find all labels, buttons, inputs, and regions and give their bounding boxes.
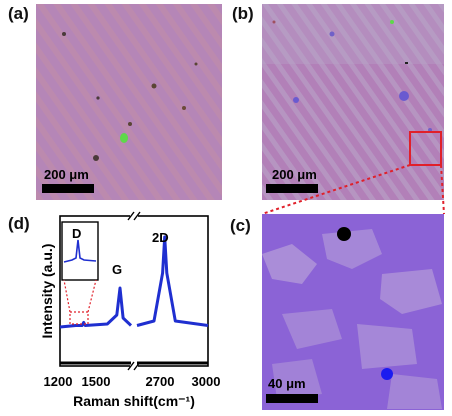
micrograph-c-image (262, 214, 444, 410)
scale-text-c: 40 μm (268, 376, 306, 391)
black-marker-dot (337, 227, 351, 241)
panel-label-c: (c) (230, 216, 251, 235)
zoom-region-box (409, 131, 442, 166)
micrograph-b: 200 μm (262, 4, 444, 200)
x-tick-label-1200: 1200 (44, 374, 73, 389)
panel-label-d: (d) (8, 214, 30, 233)
scale-text-a: 200 μm (44, 167, 89, 182)
micrograph-a: 200 μm (36, 4, 222, 200)
series-blue-segment-2 (136, 235, 209, 327)
peak-label-g: G (112, 262, 122, 277)
scale-bar-c (266, 394, 318, 403)
micrograph-b-image (262, 4, 444, 200)
d-peak-region-box (69, 311, 89, 325)
blue-marker-dot (381, 368, 393, 380)
axis-break-top-gap (130, 212, 138, 220)
x-tick-label-1500: 1500 (82, 374, 111, 389)
inset-connector-left (63, 279, 71, 313)
y-axis-title: Intensity (a.u.) (39, 244, 55, 339)
x-tick-label-3000: 3000 (192, 374, 221, 389)
raman-chart: D G 2D 1200 1500 2700 3000 Raman shift(c… (39, 211, 221, 409)
peak-label-2d: 2D (152, 230, 169, 245)
series-blue-segment-1 (59, 286, 133, 329)
inset-label: D (72, 226, 81, 241)
panel-label-a: (a) (8, 4, 29, 23)
panel-label-b: (b) (232, 4, 254, 23)
micrograph-c: 40 μm (262, 214, 444, 410)
scale-text-b: 200 μm (272, 167, 317, 182)
axis-break-mark-2 (133, 211, 141, 221)
inset-connector-right (87, 279, 97, 313)
axis-break-mark-1 (127, 211, 135, 221)
scale-bar-b (266, 184, 318, 193)
x-tick-label-2700: 2700 (146, 374, 175, 389)
axis-break-bottom-gap (130, 362, 138, 370)
scale-bar-a (42, 184, 94, 193)
inset-d-peak-line (63, 239, 97, 263)
x-axis-title: Raman shift(cm⁻¹) (73, 393, 195, 409)
axis-break-mark-3 (127, 361, 135, 371)
micrograph-a-image (36, 4, 222, 200)
